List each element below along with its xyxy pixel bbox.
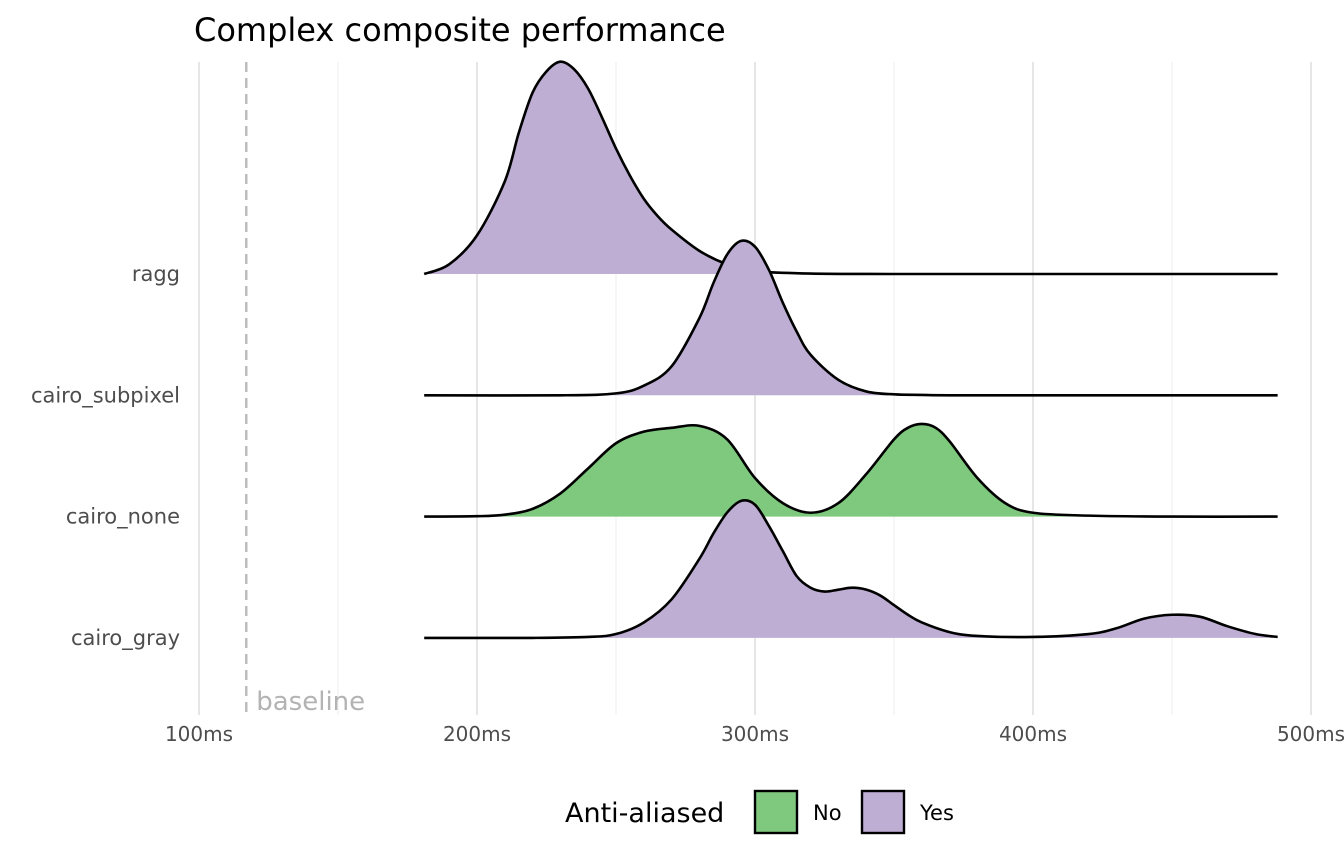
chart-title: Complex composite performance [194, 11, 726, 49]
y-axis-label: cairo_none [66, 505, 180, 530]
ridge-area [424, 500, 1278, 638]
ridge-outline [424, 422, 1278, 518]
ridge-outline [423, 60, 1278, 276]
ridge-outline [424, 499, 1278, 640]
x-tick-label: 300ms [721, 722, 789, 746]
ridge-cairo-subpixel [424, 239, 1278, 397]
x-tick-label: 100ms [165, 722, 233, 746]
legend: Anti-aliased No Yes [565, 789, 954, 835]
legend-label-yes: Yes [919, 801, 954, 825]
baseline-reference: baseline [245, 62, 365, 717]
ridge-area [424, 61, 1278, 275]
x-tick-label: 200ms [443, 722, 511, 746]
y-axis-label: ragg [132, 262, 180, 286]
x-tick-label: 400ms [999, 722, 1067, 746]
x-tick-label: 500ms [1277, 722, 1344, 746]
legend-key-yes [860, 789, 906, 835]
ridge-cairo-gray [424, 499, 1278, 640]
baseline-label: baseline [256, 687, 365, 717]
legend-title: Anti-aliased [565, 798, 724, 829]
ridge-outline [424, 239, 1278, 397]
ridge-cairo-none [424, 422, 1278, 518]
legend-label-no: No [813, 801, 842, 825]
y-axis-label: cairo_gray [71, 626, 180, 651]
ridges [423, 60, 1278, 640]
legend-key-no [753, 789, 799, 835]
y-axis-labels: ragg cairo_subpixel cairo_none cairo_gray [31, 262, 180, 651]
y-axis-label: cairo_subpixel [31, 383, 180, 408]
ridge-ragg [423, 60, 1278, 276]
x-axis-tick-labels: 100ms 200ms 300ms 400ms 500ms [165, 722, 1344, 746]
ridge-area [424, 423, 1278, 517]
